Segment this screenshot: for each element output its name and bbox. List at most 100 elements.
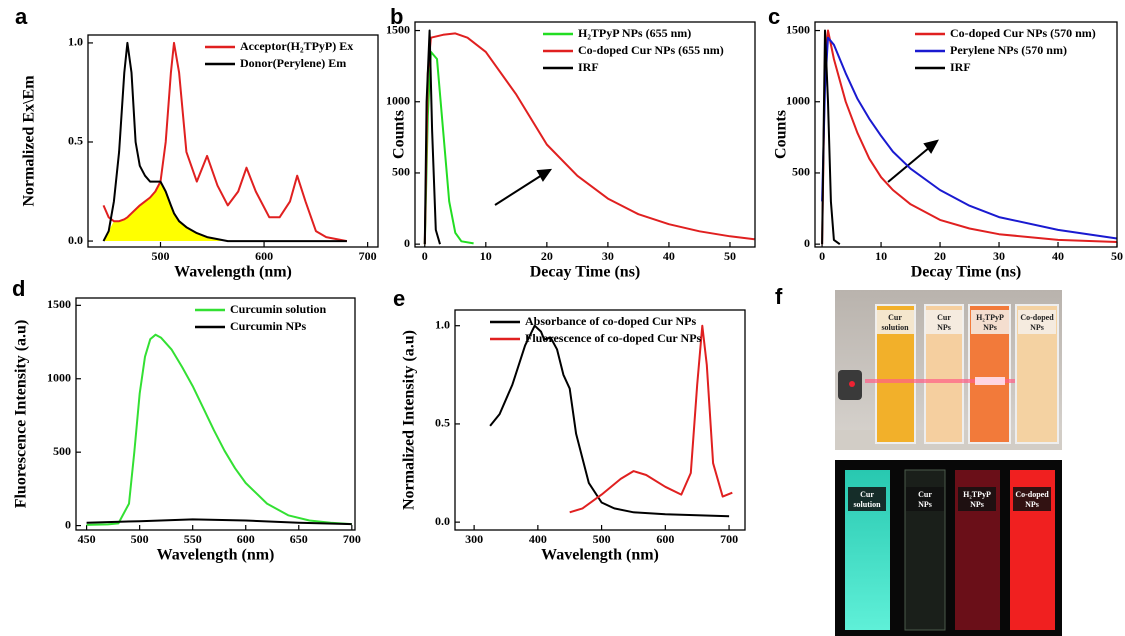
y-tick-label: 1.0	[68, 35, 83, 49]
x-tick-label: 700	[359, 249, 377, 263]
series-line	[423, 32, 755, 245]
cuvette-label: Cur	[888, 313, 902, 322]
x-tick-label: 40	[663, 249, 675, 263]
x-tick-label: 30	[993, 249, 1005, 263]
cuvette-label: solution	[881, 323, 909, 332]
y-axis-label: Normalized Ex\Em	[21, 75, 38, 207]
x-tick-label: 50	[724, 249, 736, 263]
plot-frame	[454, 309, 746, 531]
y-tick-label: 1000	[47, 371, 71, 385]
x-tick-label: 700	[343, 532, 361, 546]
legend-label: Acceptor(H₂TPyP) Ex	[240, 39, 353, 53]
x-tick-label: 650	[290, 532, 308, 546]
cuvette-label-bg	[1013, 487, 1051, 511]
cuvette-label: Co-doped	[1020, 313, 1054, 322]
y-tick-label: 1.0	[435, 317, 450, 331]
panel-label: f	[775, 284, 783, 309]
legend-label: Donor(Perylene) Em	[240, 56, 346, 70]
legend-label: IRF	[950, 60, 971, 74]
cuvette-label: NPs	[983, 323, 997, 332]
cuvette-label-bg	[906, 487, 944, 511]
y-axis-label: Counts	[773, 110, 790, 159]
y-tick-label: 1500	[786, 22, 810, 36]
panel-label: a	[15, 4, 28, 29]
cuvette-label-bg	[925, 310, 963, 334]
y-tick-label: 0.5	[435, 416, 450, 430]
y-tick-label: 1500	[47, 297, 71, 311]
series-line	[102, 41, 348, 243]
y-tick-label: 1500	[386, 22, 410, 36]
x-tick-label: 10	[875, 249, 887, 263]
x-tick-label: 500	[593, 532, 611, 546]
x-tick-label: 450	[78, 532, 96, 546]
legend-label: Fluorescence of co-doped Cur NPs	[525, 331, 702, 345]
legend-label: Absorbance of co-doped Cur NPs	[525, 314, 696, 328]
y-tick-label: 1000	[786, 93, 810, 107]
cuvette-label-bg	[848, 487, 886, 511]
y-tick-label: 0	[804, 236, 810, 250]
cuvette-label: H₂TPyP	[976, 313, 1004, 322]
y-tick-label: 500	[53, 444, 71, 458]
series-line	[821, 36, 1118, 240]
panel-label: d	[12, 276, 25, 301]
x-axis-label: Decay Time (ns)	[911, 264, 1022, 281]
x-tick-label: 0	[819, 249, 825, 263]
series-line	[86, 518, 352, 526]
x-tick-label: 50	[1111, 249, 1123, 263]
photo-bottom	[835, 460, 1062, 636]
legend-label: H₂TPyP NPs (655 nm)	[578, 26, 691, 40]
x-tick-label: 600	[237, 532, 255, 546]
y-tick-label: 0.0	[435, 514, 450, 528]
plot-frame	[814, 21, 1118, 248]
plot-frame	[87, 34, 379, 248]
y-tick-label: 1000	[386, 93, 410, 107]
cuvette-label: solution	[853, 500, 881, 509]
y-tick-label: 500	[792, 165, 810, 179]
y-axis-label: Normalized Intensity (a.u)	[401, 330, 418, 510]
y-tick-label: 0	[65, 517, 71, 531]
x-axis-label: Wavelength (nm)	[157, 547, 275, 564]
x-tick-label: 500	[131, 532, 149, 546]
x-tick-label: 600	[656, 532, 674, 546]
legend-label: Curcumin solution	[230, 302, 326, 316]
legend-label: Co-doped Cur NPs (570 nm)	[950, 26, 1096, 40]
y-tick-label: 0.0	[68, 233, 83, 247]
y-tick-label: 0	[404, 236, 410, 250]
series-line	[489, 324, 730, 518]
legend-label: Curcumin NPs	[230, 319, 306, 333]
series-line	[821, 29, 841, 246]
legend-label: IRF	[578, 60, 599, 74]
y-tick-label: 500	[392, 165, 410, 179]
y-axis-label: Counts	[391, 110, 408, 159]
cuvette-label: NPs	[1025, 500, 1039, 509]
cuvette-label: H₂TPyP	[963, 490, 991, 499]
legend-label: Co-doped Cur NPs (655 nm)	[578, 43, 724, 57]
x-axis-label: Wavelength (nm)	[174, 264, 292, 281]
x-axis-label: Decay Time (ns)	[530, 264, 641, 281]
series-line	[86, 333, 352, 526]
panel-label: e	[393, 286, 405, 311]
plot-frame	[75, 297, 356, 531]
x-tick-label: 20	[934, 249, 946, 263]
y-tick-label: 0.5	[68, 134, 83, 148]
cuvette-label-bg	[1018, 310, 1056, 334]
cuvette-label: Cur	[918, 490, 932, 499]
x-tick-label: 400	[529, 532, 547, 546]
cuvette-label: Co-doped	[1015, 490, 1049, 499]
panel-label: c	[768, 4, 780, 29]
y-axis-label: Fluorescence Intensity (a.u)	[13, 320, 30, 509]
cuvette-label-bg	[958, 487, 996, 511]
cuvette-label: NPs	[937, 323, 951, 332]
cuvette-label: Cur	[860, 490, 874, 499]
cuvette-label-bg	[971, 310, 1009, 334]
plot-frame	[414, 21, 756, 248]
series-line	[423, 50, 474, 245]
series-line	[569, 324, 733, 514]
panel-label: b	[390, 4, 403, 29]
cuvette-label: NPs	[970, 500, 984, 509]
x-tick-label: 20	[541, 249, 553, 263]
overlap-fill	[103, 181, 347, 242]
x-tick-label: 700	[720, 532, 738, 546]
x-tick-label: 500	[152, 249, 170, 263]
